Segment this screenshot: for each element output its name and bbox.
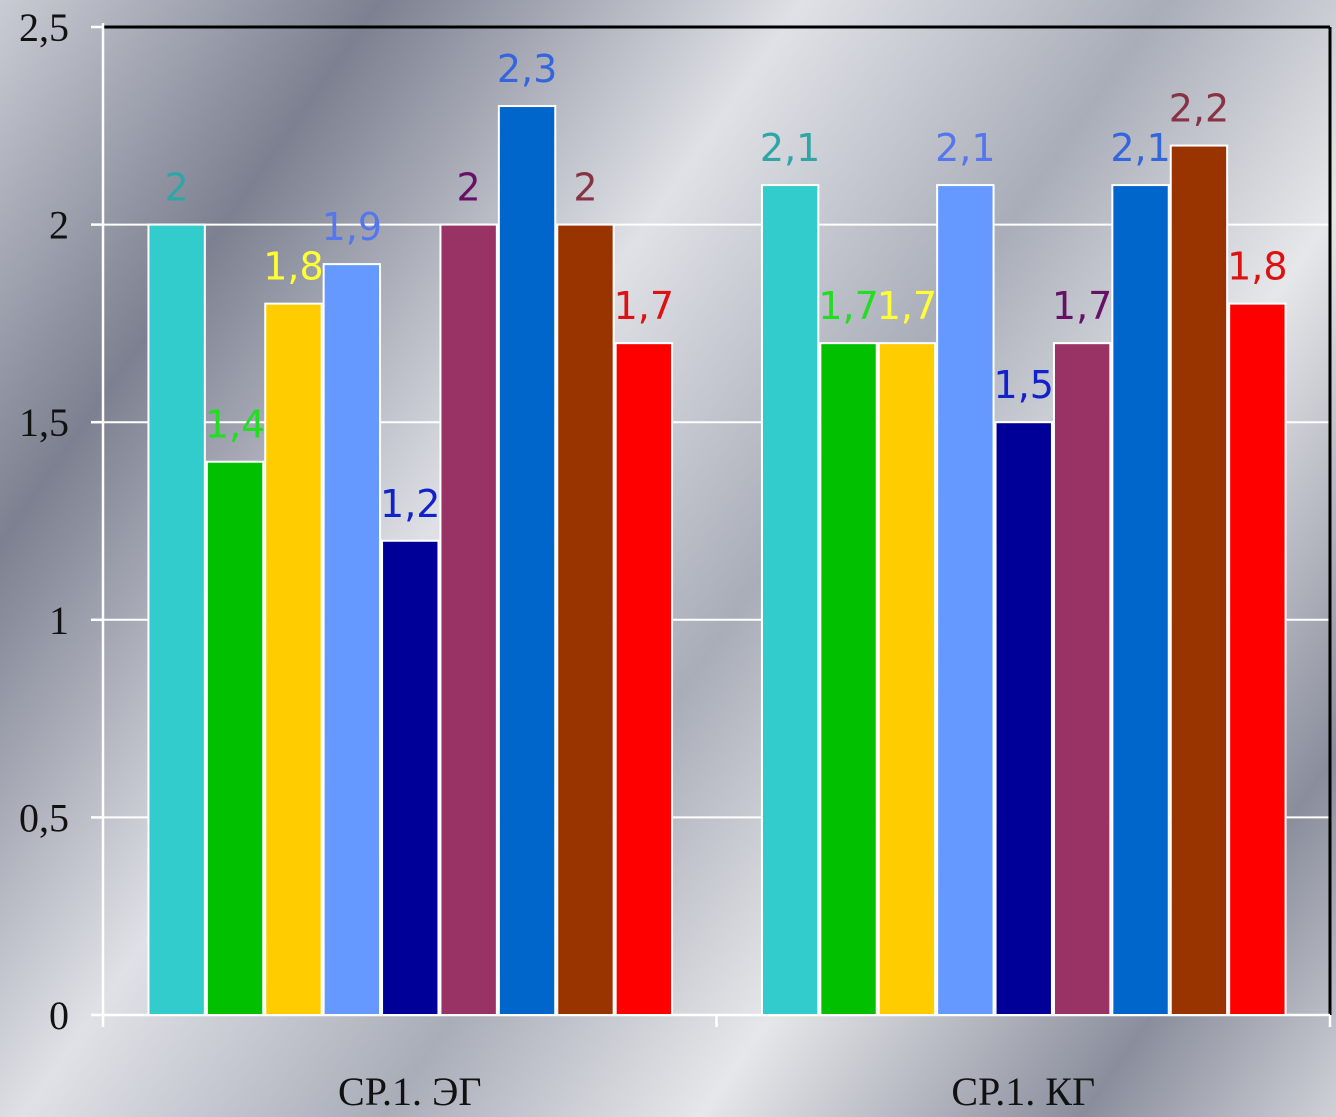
y-tick-label: 2	[49, 203, 69, 248]
data-labels: 21,41,81,91,222,321,72,11,71,72,11,51,72…	[165, 47, 1288, 526]
y-tick-label: 0,5	[19, 795, 69, 840]
bar	[994, 421, 1053, 1016]
bar	[1111, 184, 1170, 1016]
bar-value-label: 2,1	[1110, 126, 1170, 170]
bar	[760, 184, 820, 1016]
bar	[556, 223, 615, 1017]
bar	[936, 184, 995, 1016]
bar-value-label: 2	[457, 166, 481, 210]
bar-value-label: 1,4	[205, 403, 265, 447]
bar	[381, 539, 440, 1016]
axis-ticks: 0 0,5 1 1,5 2 2,5 СР.1. ЭГ СР.1. КГ	[19, 5, 1332, 1114]
bar-value-label: 2	[165, 166, 189, 210]
bar-value-label: 2,3	[497, 47, 557, 91]
bars	[147, 105, 1287, 1017]
bar	[614, 342, 674, 1017]
bar-value-label: 1,8	[263, 245, 323, 289]
bar-value-label: 2,2	[1169, 87, 1229, 131]
bar-value-label: 1,7	[1052, 284, 1112, 328]
bar-value-label: 2,1	[760, 126, 820, 170]
bar-value-label: 2,1	[935, 126, 995, 170]
bar-value-label: 1,7	[818, 284, 878, 328]
bar	[147, 223, 206, 1017]
bar	[322, 263, 382, 1016]
bar	[1052, 342, 1112, 1017]
y-tick-label: 1	[49, 598, 69, 643]
x-category-label: СР.1. ЭГ	[338, 1069, 481, 1114]
bar	[264, 302, 323, 1016]
bar-value-label: 1,7	[614, 284, 674, 328]
bar-value-label: 1,5	[994, 363, 1054, 407]
bar	[205, 460, 265, 1017]
bar	[497, 105, 557, 1017]
bar	[819, 342, 878, 1017]
y-tick-label: 2,5	[19, 5, 69, 50]
bar	[877, 342, 937, 1017]
bar	[439, 223, 498, 1017]
bar-value-label: 1,8	[1227, 245, 1287, 289]
bar-value-label: 1,9	[322, 205, 382, 249]
x-category-label: СР.1. КГ	[951, 1069, 1095, 1114]
y-tick-label: 0	[49, 993, 69, 1038]
bar-value-label: 1,2	[380, 482, 440, 526]
bar-value-label: 1,7	[877, 284, 937, 328]
y-tick-label: 1,5	[19, 400, 69, 445]
bar	[1228, 302, 1287, 1016]
bar-value-label: 2	[573, 166, 597, 210]
bar	[1169, 144, 1229, 1016]
